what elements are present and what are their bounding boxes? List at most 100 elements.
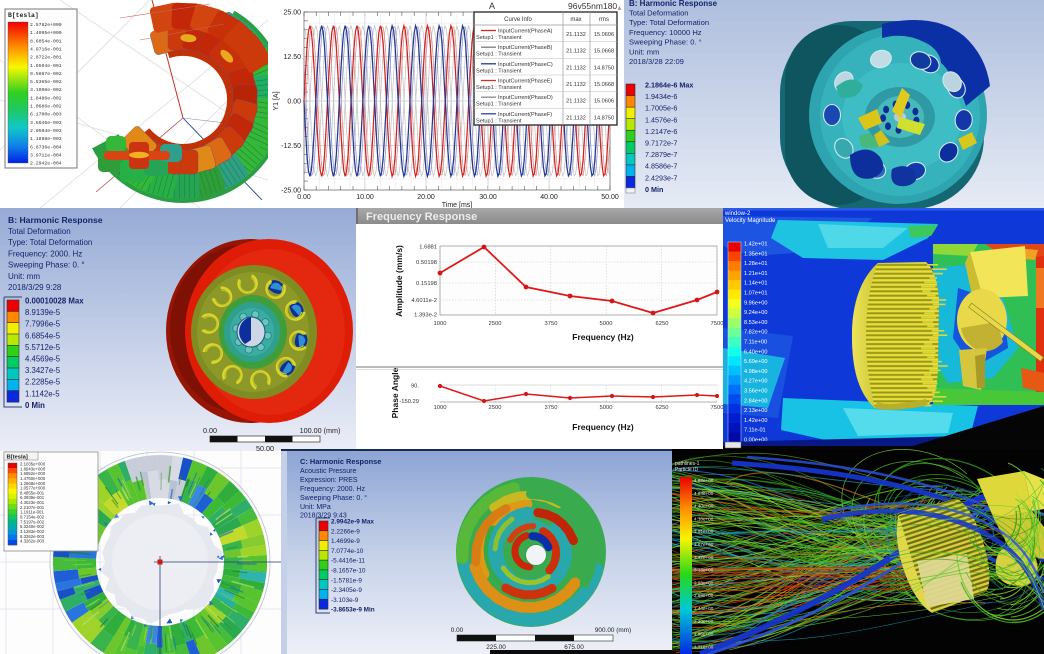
svg-text:1.7005e-6: 1.7005e-6	[645, 104, 677, 113]
svg-text:2.9942e-9 Max: 2.9942e-9 Max	[331, 519, 374, 526]
svg-text:7.7996e-5: 7.7996e-5	[25, 320, 61, 329]
svg-text:0.00: 0.00	[451, 627, 464, 634]
svg-text:-8.1657e-10: -8.1657e-10	[331, 568, 366, 575]
svg-text:-150.29: -150.29	[399, 399, 419, 405]
svg-text:3.3427e-5: 3.3427e-5	[25, 366, 61, 375]
svg-text:InputCurrent(PhaseD): InputCurrent(PhaseD)	[498, 95, 553, 101]
svg-text:21.1132: 21.1132	[566, 99, 586, 105]
svg-text:1.95e+00: 1.95e+00	[694, 632, 714, 637]
svg-text:2.13e+00: 2.13e+00	[744, 408, 768, 414]
svg-text:1.8943e+000: 1.8943e+000	[20, 466, 46, 471]
svg-text:96v55nm180: 96v55nm180	[568, 1, 617, 11]
svg-text:max: max	[570, 17, 581, 23]
svg-text:4.40e+00: 4.40e+00	[694, 504, 714, 509]
svg-text:-3.103e-9: -3.103e-9	[331, 597, 359, 604]
svg-text:5.69e+00: 5.69e+00	[744, 359, 768, 365]
svg-text:1.21e+01: 1.21e+01	[744, 271, 768, 277]
svg-text:pathlines-1: pathlines-1	[675, 461, 700, 467]
svg-text:2.69e+00: 2.69e+00	[694, 593, 714, 598]
svg-text:Unit: mm: Unit: mm	[629, 47, 659, 56]
svg-text:Total Deformation: Total Deformation	[8, 227, 71, 236]
svg-text:3.5646e-003: 3.5646e-003	[30, 120, 62, 126]
svg-text:4.9716e-001: 4.9716e-001	[30, 46, 62, 52]
svg-text:Type: Total Deformation: Type: Total Deformation	[8, 238, 92, 247]
svg-text:9.3262e-003: 9.3262e-003	[20, 534, 45, 539]
svg-text:900.00 (mm): 900.00 (mm)	[595, 627, 631, 634]
svg-text:4.6011e-2: 4.6011e-2	[411, 298, 437, 304]
svg-text:5.5712e-5: 5.5712e-5	[25, 343, 61, 352]
svg-text:2.1035e+000: 2.1035e+000	[20, 462, 46, 467]
svg-text:21.1132: 21.1132	[566, 82, 586, 88]
svg-text:5000: 5000	[600, 321, 613, 327]
svg-text:0.50198: 0.50198	[416, 260, 437, 266]
svg-text:12.50: 12.50	[283, 54, 301, 61]
svg-text:-12.50: -12.50	[281, 143, 301, 150]
svg-text:6.6854e-5: 6.6854e-5	[25, 331, 61, 340]
svg-text:-1.5781e-9: -1.5781e-9	[331, 577, 362, 584]
svg-text:9.96e+00: 9.96e+00	[744, 300, 768, 306]
svg-text:2.1864e-6 Max: 2.1864e-6 Max	[645, 81, 693, 90]
svg-text:2.2107e-001: 2.2107e-001	[20, 505, 45, 510]
svg-text:7.5197e-002: 7.5197e-002	[20, 519, 45, 524]
svg-text:21.1132: 21.1132	[566, 65, 586, 71]
svg-text:9.7172e-7: 9.7172e-7	[645, 139, 677, 148]
svg-text:4.3023e-001: 4.3023e-001	[20, 500, 45, 505]
svg-text:Amplitude (mm/s): Amplitude (mm/s)	[394, 245, 404, 317]
svg-text:6250: 6250	[656, 321, 669, 327]
svg-text:0.00: 0.00	[287, 99, 301, 106]
svg-text:4.16e+00: 4.16e+00	[694, 516, 714, 521]
svg-text:rms: rms	[599, 17, 609, 23]
svg-text:2.5782e+000: 2.5782e+000	[30, 22, 62, 28]
svg-text:window-2: window-2	[724, 211, 751, 217]
svg-text:Setup1 : Transient: Setup1 : Transient	[476, 102, 522, 108]
svg-text:1.6852e+000: 1.6852e+000	[20, 471, 46, 476]
svg-text:1.4095e+000: 1.4095e+000	[30, 30, 62, 36]
svg-text:2.8722e-001: 2.8722e-001	[30, 55, 62, 61]
svg-text:4.3262e-003: 4.3262e-003	[20, 539, 45, 544]
svg-text:3.56e+00: 3.56e+00	[744, 389, 768, 395]
svg-text:B: Harmonic Response: B: Harmonic Response	[629, 0, 718, 8]
svg-text:8.53e+00: 8.53e+00	[744, 320, 768, 326]
svg-text:Type: Total Deformation: Type: Total Deformation	[629, 18, 709, 27]
svg-text:3.67e+00: 3.67e+00	[694, 542, 714, 547]
svg-text:1.2147e-6: 1.2147e-6	[645, 127, 677, 136]
svg-text:7.0774e-10: 7.0774e-10	[331, 548, 364, 555]
svg-text:2.2285e-5: 2.2285e-5	[25, 378, 61, 387]
svg-text:-25.00: -25.00	[281, 188, 301, 195]
svg-text:3.1998e-002: 3.1998e-002	[30, 87, 62, 93]
svg-text:9.5867e-002: 9.5867e-002	[30, 71, 62, 77]
svg-text:7.11e+00: 7.11e+00	[744, 340, 767, 346]
svg-text:4.8586e-7: 4.8586e-7	[645, 162, 677, 171]
svg-text:1.4760e+000: 1.4760e+000	[20, 476, 46, 481]
svg-text:50.00: 50.00	[256, 444, 274, 451]
svg-text:30.00: 30.00	[479, 194, 497, 201]
svg-text:1.0577e+000: 1.0577e+000	[20, 486, 46, 491]
svg-text:2.44e+00: 2.44e+00	[694, 606, 714, 611]
svg-text:6.8736e-004: 6.8736e-004	[30, 144, 62, 150]
svg-text:2.20e+00: 2.20e+00	[694, 619, 714, 624]
svg-text:1.42e+01: 1.42e+01	[744, 242, 768, 248]
svg-text:1.14e+01: 1.14e+01	[744, 281, 768, 287]
svg-text:A: A	[489, 1, 495, 11]
svg-text:Frequency: 2000. Hz: Frequency: 2000. Hz	[8, 249, 82, 258]
svg-text:Setup1 : Transient: Setup1 : Transient	[476, 52, 522, 58]
svg-text:1.2668e+000: 1.2668e+000	[20, 481, 46, 486]
svg-text:Time [ms]: Time [ms]	[442, 202, 473, 208]
svg-text:Unit: mm: Unit: mm	[8, 272, 40, 281]
svg-text:▲: ▲	[616, 5, 623, 12]
svg-text:14.8750: 14.8750	[594, 65, 614, 71]
svg-text:InputCurrent(PhaseA): InputCurrent(PhaseA)	[498, 29, 553, 35]
svg-text:21.1132: 21.1132	[566, 115, 586, 121]
svg-text:3750: 3750	[545, 405, 558, 411]
svg-text:1.35e+01: 1.35e+01	[744, 251, 768, 257]
svg-text:21.1132: 21.1132	[566, 49, 586, 55]
svg-text:4.64e+00: 4.64e+00	[694, 491, 714, 496]
svg-text:2500: 2500	[489, 321, 502, 327]
svg-text:Curve Info: Curve Info	[504, 17, 532, 23]
svg-text:25.00: 25.00	[283, 10, 301, 17]
svg-text:1.0686e-002: 1.0686e-002	[30, 104, 62, 110]
svg-text:InputCurrent(PhaseC): InputCurrent(PhaseC)	[498, 62, 553, 68]
svg-text:1.9434e-6: 1.9434e-6	[645, 92, 677, 101]
svg-text:Setup1 : Transient: Setup1 : Transient	[476, 85, 522, 91]
svg-text:15.0606: 15.0606	[594, 32, 614, 38]
